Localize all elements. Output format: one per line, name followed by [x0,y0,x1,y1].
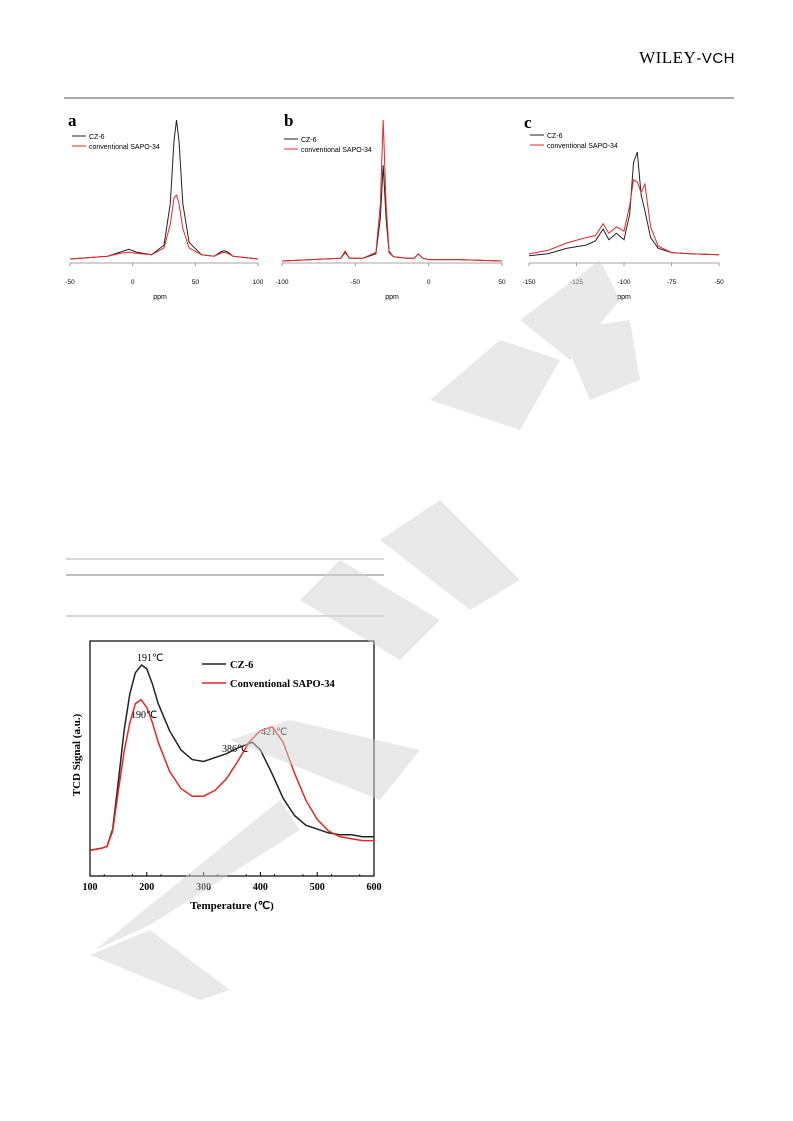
xlabel-c: ppm [617,294,631,301]
tpd-legend-cz6: CZ-6 [230,660,253,671]
tpd-annotation-191: 191℃ [137,653,163,664]
panel-letter-a: a [68,111,77,130]
nmr-b-series-sapo [281,119,503,262]
tick-label-b-0: -100 [275,279,288,286]
nmr-panel-c: c CZ-6 conventional SAPO-34 -150 -125 -100… [522,113,724,301]
tick-label-c-2: -100 [617,279,630,286]
tpd-tick-label-4: 500 [310,882,325,893]
tick-label-a-1: 0 [131,279,135,286]
tpd-annotation-190: 190℃ [131,710,157,721]
tick-label-a-2: 50 [192,279,200,286]
panel-letter-b: b [284,111,293,130]
tpd-xlabel: Temperature (℃) [190,900,274,912]
tick-label-c-1: -125 [570,279,583,286]
tpd-tick-label-0: 100 [83,882,98,893]
tick-label-c-4: -50 [714,279,724,286]
table-rules [66,558,384,617]
nmr-figure: a CZ-6 conventional SAPO-34 -50 0 50 100 pp… [65,111,724,301]
tick-label-b-1: -50 [351,279,361,286]
nmr-c-series-sapo [528,178,720,256]
legend-cz6-b: CZ-6 [301,137,317,144]
xlabel-a: ppm [153,294,167,301]
legend-sapo-c: conventional SAPO-34 [547,143,618,150]
tick-label-a-0: -50 [65,279,75,286]
tpd-figure: 100 200 300 400 500 600 Temperature (℃) TCD S… [71,640,382,912]
tick-label-b-3: 50 [498,279,506,286]
tpd-series-sapo [89,698,374,852]
legend-cz6-a: CZ-6 [89,134,105,141]
tick-label-a-3: 100 [253,279,264,286]
legend-sapo-b: conventional SAPO-34 [301,147,372,154]
tick-label-c-0: -150 [522,279,535,286]
tpd-tick-label-2: 300 [196,882,211,893]
publisher-logo: WILEY-VCH [639,48,735,67]
tpd-plot-frame [89,640,375,877]
tpd-tick-label-1: 200 [139,882,154,893]
legend-cz6-c: CZ-6 [547,133,563,140]
nmr-a-series-sapo [69,194,259,260]
nmr-a-series-cz6 [69,119,259,260]
tick-label-b-2: 0 [427,279,431,286]
legend-sapo-a: conventional SAPO-34 [89,144,160,151]
tpd-ylabel: TCD Signal (a.u.) [71,713,83,796]
tpd-legend-sapo: Conventional SAPO-34 [230,679,335,690]
nmr-panel-b: b CZ-6 conventional SAPO-34 -100 -50 0 50 p… [275,111,506,301]
xlabel-b: ppm [385,294,399,301]
nmr-b-series-cz6 [281,165,503,262]
nmr-c-series-cz6 [528,151,720,257]
nmr-panel-a: a CZ-6 conventional SAPO-34 -50 0 50 100 pp… [65,111,264,301]
tpd-series-cz6 [89,663,374,852]
tpd-tick-label-3: 400 [253,882,268,893]
header-rule [64,97,734,99]
tpd-tick-label-5: 600 [367,882,382,893]
tick-label-c-3: -75 [667,279,677,286]
panel-letter-c: c [524,113,532,132]
